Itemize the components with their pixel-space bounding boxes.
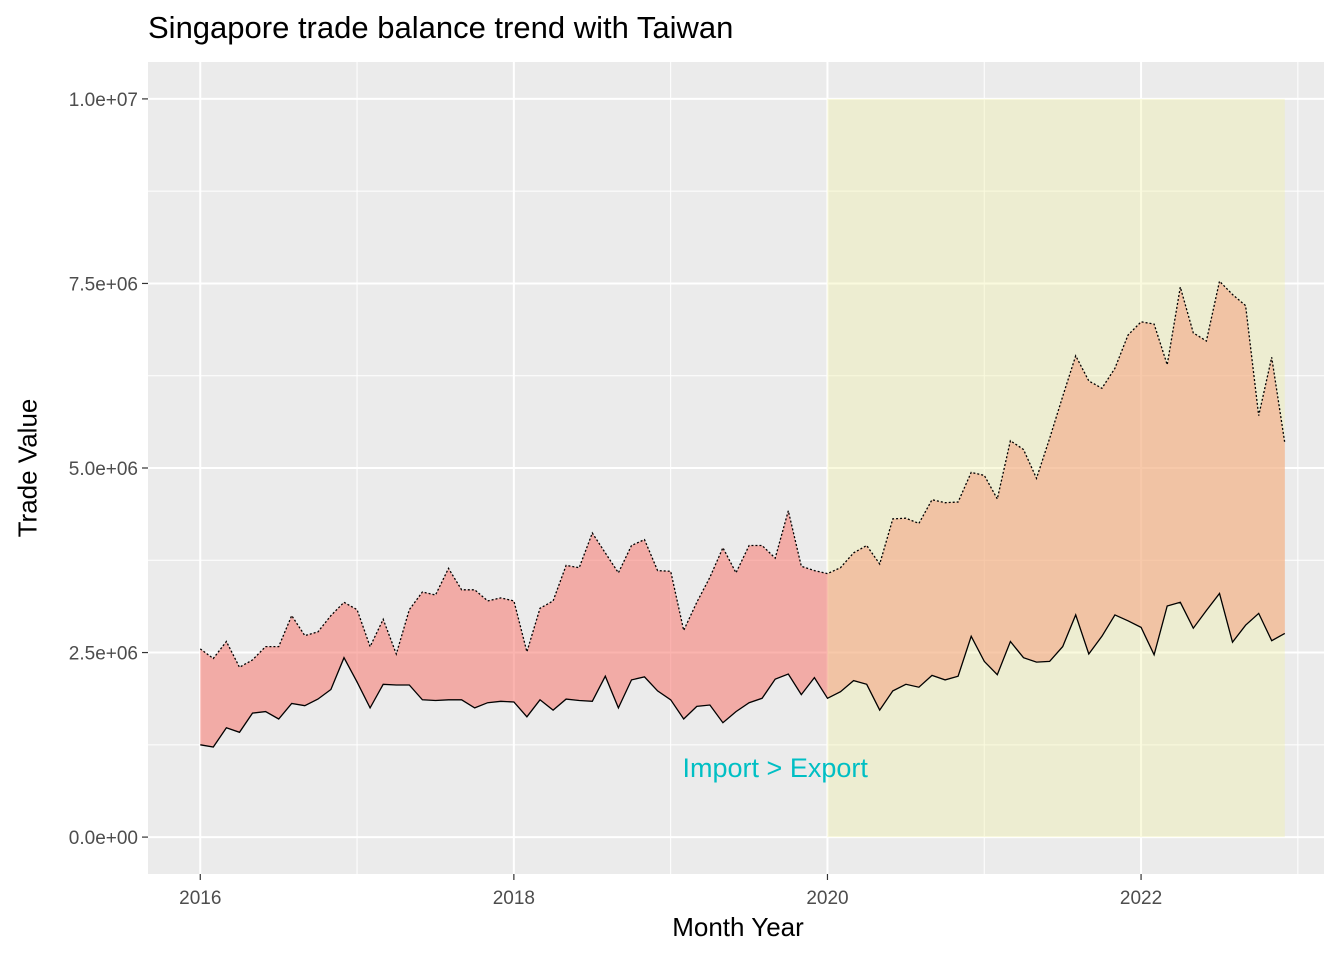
y-tick-label: 7.5e+06 xyxy=(69,274,138,295)
line-layer xyxy=(199,279,1286,748)
x-tick-label: 2016 xyxy=(179,888,221,909)
x-axis: 2016 2018 2020 2022 xyxy=(179,874,1162,909)
upper-series-line xyxy=(199,279,1286,669)
annotation-label: Import > Export xyxy=(683,753,869,783)
area-layer xyxy=(200,98,1285,838)
chart-title: Singapore trade balance trend with Taiwa… xyxy=(148,10,734,45)
y-tick-label: 1.0e+07 xyxy=(69,90,138,111)
y-tick-label: 2.5e+06 xyxy=(69,644,138,665)
highlight-period-rect xyxy=(827,98,1285,838)
x-axis-title: Month Year xyxy=(672,912,804,942)
y-tick-label: 5.0e+06 xyxy=(69,459,138,480)
annotation-layer: Import > Export xyxy=(683,753,869,783)
y-axis-title: Trade Value xyxy=(12,398,43,538)
y-tick-label: 0.0e+00 xyxy=(69,828,138,849)
x-tick-label: 2020 xyxy=(806,888,848,909)
x-tick-label: 2022 xyxy=(1120,888,1162,909)
trade-gap-area xyxy=(200,281,1285,747)
y-axis: 0.0e+00 2.5e+06 5.0e+06 7.5e+06 1.0e+07 xyxy=(69,90,148,849)
x-tick-label: 2018 xyxy=(493,888,535,909)
lower-series-line xyxy=(200,592,1286,748)
